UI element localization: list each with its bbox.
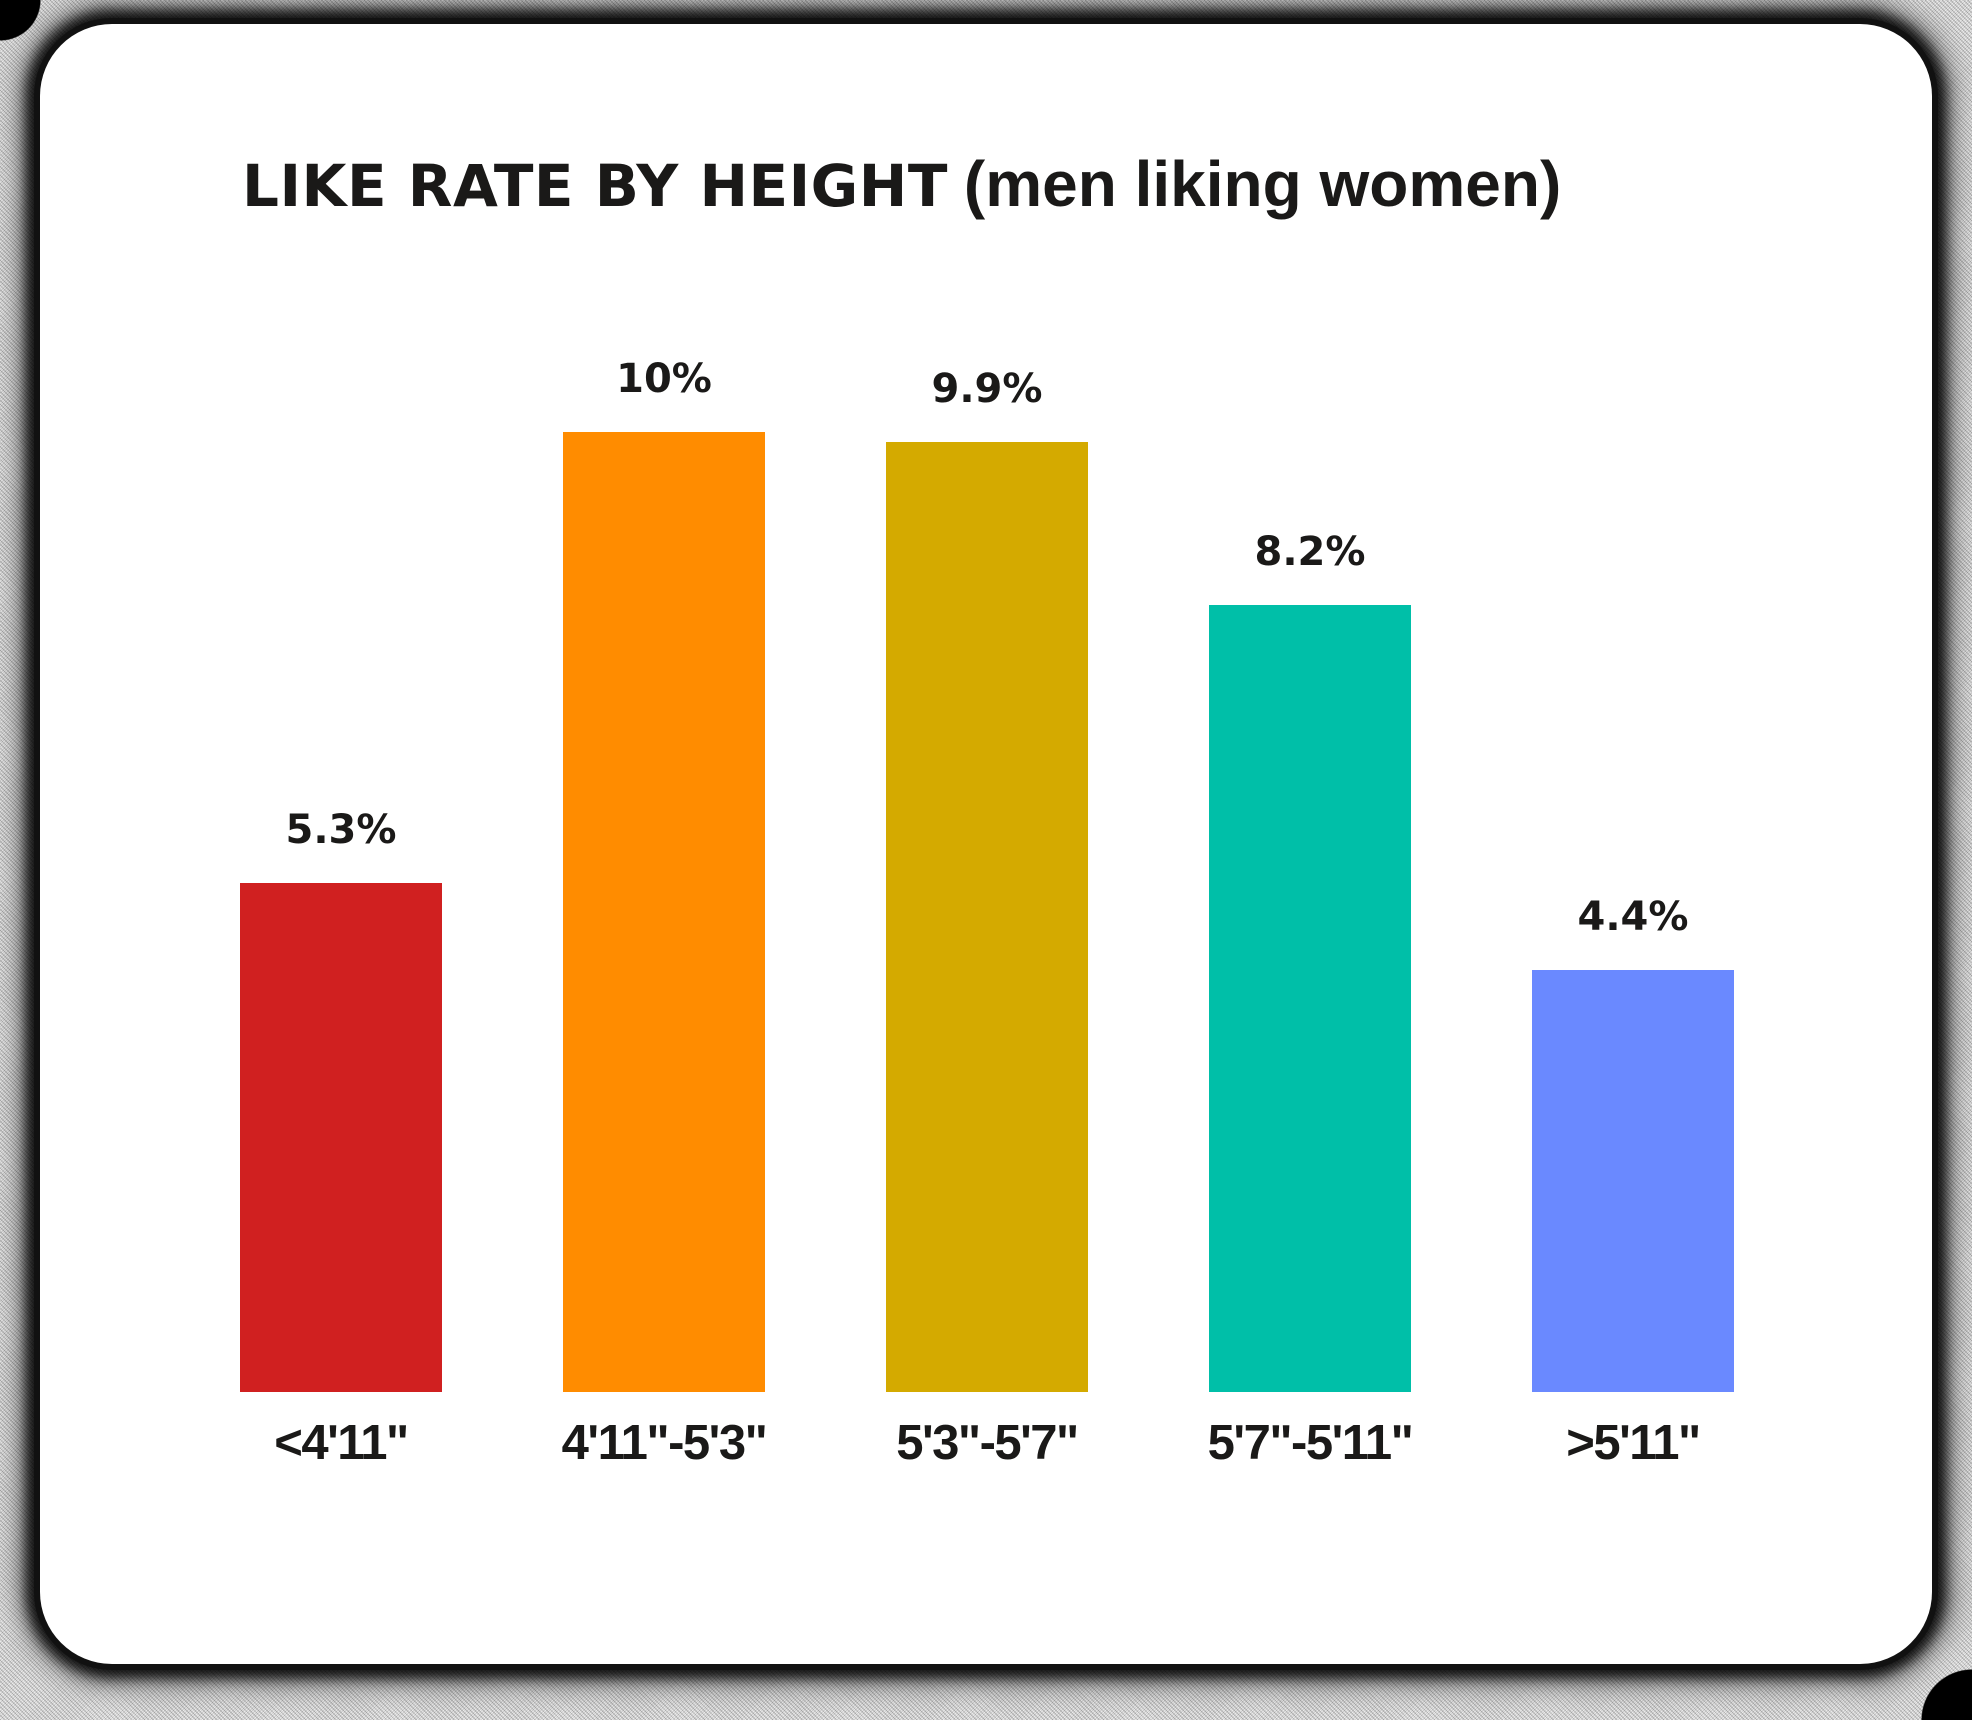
value-label: 4.4%: [1577, 893, 1689, 940]
value-label: 10%: [616, 356, 712, 402]
bar-5-3-to-5-7: [886, 441, 1088, 1392]
category-label: 4'11"-5'3": [561, 1416, 768, 1470]
chart-title: LIKE RATE BY HEIGHT (men liking women): [242, 152, 1561, 217]
value-label: 8.2%: [1254, 528, 1366, 575]
value-label: 5.3%: [285, 807, 397, 854]
chart-title-main: LIKE RATE BY HEIGHT: [242, 152, 948, 220]
chart-title-subtitle: (men liking women): [963, 148, 1562, 220]
bar-4-11-to-5-3: [563, 432, 765, 1392]
bar-5-7-to-5-11: [1209, 604, 1411, 1392]
category-label: 5'7"-5'11": [1207, 1416, 1414, 1470]
chart-card: LIKE RATE BY HEIGHT (men liking women) 5.…: [40, 24, 1932, 1664]
bar-under-4-11: [240, 883, 442, 1392]
category-label: >5'11": [1566, 1416, 1701, 1470]
category-label: 5'3"-5'7": [896, 1416, 1079, 1470]
value-label: 9.9%: [931, 365, 1043, 412]
category-label: <4'11": [274, 1416, 409, 1470]
bar-over-5-11: [1532, 969, 1734, 1392]
